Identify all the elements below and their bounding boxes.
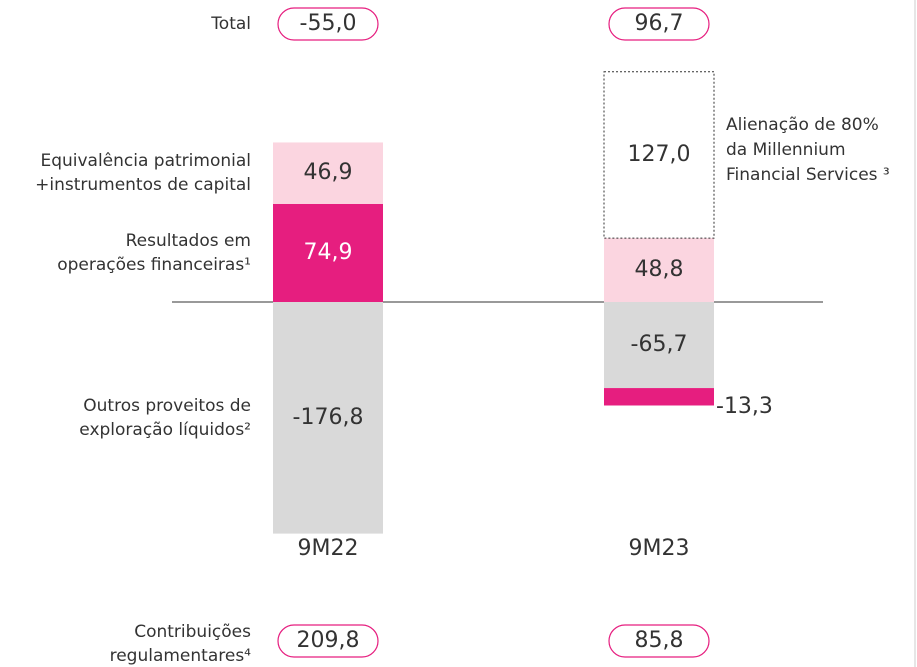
bar-segment [604,238,714,302]
series-label: Alienação de 80% da Millennium Financial S… [726,115,890,185]
bar-segment [273,142,383,204]
pill-label: -55,0 [300,11,357,36]
bar-segment [273,203,383,302]
row-label: Contribuições regulamentares⁴ [110,622,252,666]
value-label: 74,9 [304,240,353,265]
pill [608,7,710,41]
pill [277,7,379,41]
bar-segment [604,388,714,406]
row-label: Total [210,14,251,34]
pill [277,624,379,658]
pill [608,624,710,658]
series-label: Outros proveitos de exploração líquidos² [79,396,251,440]
pill-label: 96,7 [635,11,684,36]
value-label: -13,3 [716,394,773,419]
value-label: 127,0 [628,142,691,167]
category-label: 9M22 [298,536,359,561]
series-label: Equivalência patrimonial +instrumentos de… [35,151,251,195]
pill-label: 85,8 [635,628,684,653]
pill-label: 209,8 [297,628,360,653]
value-label: 46,9 [304,160,353,185]
bar-segment [604,302,714,389]
bar-segment [603,71,715,239]
series-label: Resultados em operações financeiras¹ [57,231,251,275]
value-label: 48,8 [635,257,684,282]
value-label: -65,7 [631,332,688,357]
category-label: 9M23 [629,536,690,561]
value-label: -176,8 [293,405,364,430]
bar-segment [273,302,383,534]
